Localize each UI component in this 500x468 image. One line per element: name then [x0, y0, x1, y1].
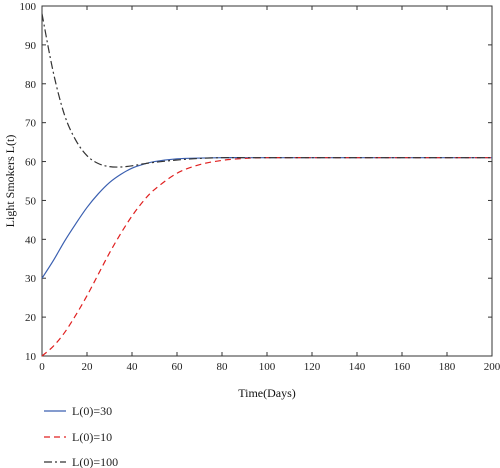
series-line-3 [41, 13, 492, 168]
x-tick-label: 140 [349, 361, 366, 373]
x-axis-ticks: 0 20 40 60 80 100 120 140 160 180 200 [39, 6, 500, 373]
x-axis-label: Time(Days) [238, 386, 296, 400]
y-tick-label: 10 [25, 351, 37, 363]
series-lines [41, 13, 492, 357]
series-line-1 [41, 157, 492, 279]
x-tick-label: 120 [304, 361, 321, 373]
legend: L(0)=30 L(0)=10 L(0)=100 [44, 404, 118, 468]
y-tick-label: 60 [25, 157, 37, 169]
x-tick-label: 160 [394, 361, 411, 373]
y-axis-label: Light Smokers L(t) [3, 135, 17, 228]
y-axis-ticks: 10 20 30 40 50 60 70 80 90 100 [20, 1, 492, 363]
y-tick-label: 80 [25, 79, 37, 91]
y-tick-label: 50 [25, 195, 37, 207]
x-tick-label: 40 [127, 361, 139, 373]
legend-label: L(0)=100 [72, 455, 118, 468]
x-tick-label: 200 [484, 361, 500, 373]
x-tick-label: 20 [82, 361, 94, 373]
x-tick-label: 80 [217, 361, 229, 373]
y-tick-label: 100 [20, 1, 37, 13]
plot-frame [41, 5, 493, 357]
y-tick-label: 20 [25, 312, 37, 324]
y-tick-label: 40 [25, 234, 37, 246]
y-tick-label: 70 [25, 118, 37, 130]
legend-label: L(0)=10 [72, 430, 112, 444]
x-tick-label: 60 [172, 361, 184, 373]
legend-label: L(0)=30 [72, 404, 112, 418]
x-tick-label: 0 [39, 361, 45, 373]
series-line-2 [41, 157, 492, 357]
y-tick-label: 30 [25, 273, 37, 285]
x-tick-label: 180 [439, 361, 456, 373]
y-tick-label: 90 [25, 40, 37, 52]
x-tick-label: 100 [259, 361, 276, 373]
